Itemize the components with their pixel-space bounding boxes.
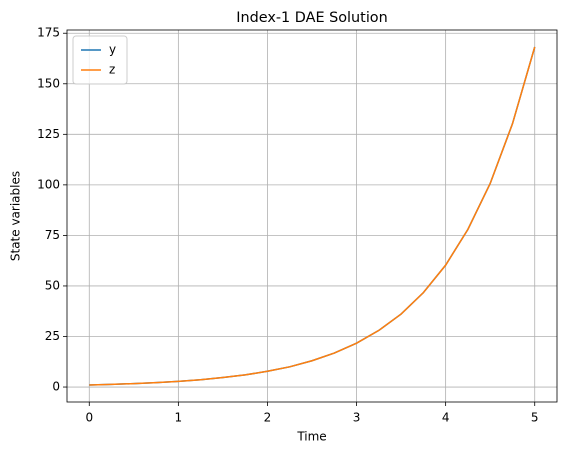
y-tick-label: 50 — [45, 278, 60, 292]
y-tick-label: 0 — [52, 380, 60, 394]
y-tick-label: 75 — [45, 228, 60, 242]
legend-label: y — [109, 43, 116, 57]
x-tick-label: 2 — [264, 411, 272, 425]
x-tick-label: 0 — [85, 411, 93, 425]
x-tick-label: 4 — [442, 411, 450, 425]
legend-label: z — [109, 63, 115, 77]
series-line — [89, 46, 536, 386]
x-tick-label: 3 — [353, 411, 361, 425]
legend-box — [72, 35, 128, 85]
y-tick-label: 100 — [37, 177, 60, 191]
chart-title: Index-1 DAE Solution — [236, 10, 388, 26]
y-tick-label: 25 — [45, 329, 60, 343]
x-tick-label: 5 — [531, 411, 539, 425]
x-tick-label: 1 — [175, 411, 183, 425]
y-tick-label: 125 — [37, 127, 60, 141]
x-axis-label: Time — [296, 430, 326, 444]
y-axis-label: State variables — [9, 171, 23, 261]
y-tick-label: 175 — [37, 26, 60, 40]
series-line — [89, 46, 536, 386]
plot-frame — [66, 29, 558, 403]
y-tick-label: 150 — [37, 76, 60, 90]
